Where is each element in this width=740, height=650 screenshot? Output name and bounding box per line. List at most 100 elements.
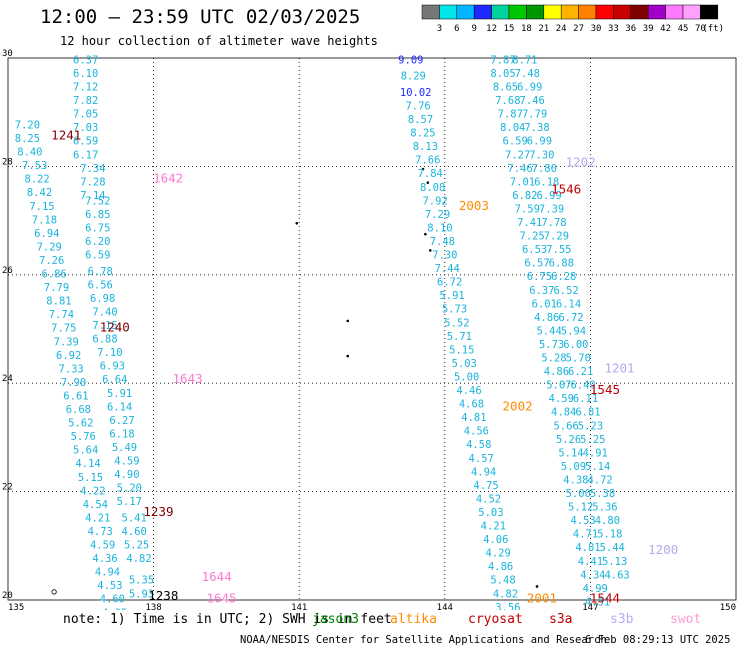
wave-height-label: 9.09 [398,54,423,66]
wave-height-label: 5.93 [129,588,154,600]
wave-height-label: 5.38 [590,488,615,500]
wave-height-label: 5.14 [558,447,583,459]
wave-height-label: 7.30 [432,250,457,262]
map-plot: 135 138 141 144 147 150 30 28 26 24 22 20 6.37 6.10 7.… [2,49,737,610]
colorbar-label: 33 [608,24,619,34]
wave-height-label: 7.03 [73,122,98,134]
wave-height-label: 7.29 [37,241,62,253]
y-tick-label: 26 [2,266,13,276]
pass-time-label: 1643 [173,371,203,386]
wave-height-label: 4.63 [604,569,629,581]
island-marker [535,585,539,588]
pass-time-label: 1200 [648,542,678,557]
wave-height-label: 4.90 [114,469,139,481]
wave-height-label: 4.22 [80,485,105,497]
wave-height-label: 5.36 [592,502,617,514]
wave-height-label: 4.91 [583,447,608,459]
wave-height-label: 7.68 [495,95,520,107]
wave-height-label: 7.82 [73,95,98,107]
wave-height-label: 6.94 [34,228,59,240]
colorbar-label: 27 [573,24,584,34]
wave-height-label: 5.52 [444,317,469,329]
wave-height-label: 7.29 [544,231,569,243]
wave-height-label: 7.87 [498,109,523,121]
wave-height-label: 6.59 [503,136,528,148]
wave-height-label: 6.49 [570,380,595,392]
wave-height-label: 6.18 [534,176,559,188]
wave-height-label: 7.34 [80,163,105,175]
y-tick-label: 28 [2,157,13,167]
wave-height-label: 5.35 [129,575,154,587]
pass-time-label: 1544 [590,591,620,606]
wave-height-label: 6.88 [92,334,117,346]
legend-s3b: s3b [610,612,634,627]
colorbar-label: 9 [471,24,476,34]
wave-height-label: 4.52 [476,493,501,505]
wave-height-label: 7.27 [505,149,530,161]
wave-height-label: 8.08 [420,182,445,194]
legend-cryosat: cryosat [468,612,523,627]
legend-altika: altika [390,612,437,627]
wave-height-label: 7.41 [517,217,542,229]
colorbar-swatch [700,4,719,20]
pass-time-label: 1239 [143,504,173,519]
wave-height-label: 5.13 [602,556,627,568]
wave-height-label: 6.14 [556,298,581,310]
x-tick-label: 147 [582,603,598,610]
wave-height-label: 5.23 [578,420,603,432]
wave-height-label: 4.35 [102,607,127,610]
island-marker [421,167,425,171]
wave-height-label: 7.39 [539,203,564,215]
wave-height-label: 4.72 [587,474,612,486]
wave-height-label: 5.76 [71,431,96,443]
wave-height-label: 6.20 [85,236,110,248]
wave-height-label: 4.84 [551,407,576,419]
wave-height-label: 6.56 [88,279,113,291]
pass-time-label: 1546 [551,182,581,197]
wave-height-label: 7.84 [418,168,443,180]
colorbar-label: 21 [538,24,549,34]
wave-height-label: 4.58 [466,439,491,451]
wave-height-label: 5.73 [442,304,467,316]
wave-height-label: 4.81 [461,412,486,424]
pass-time-label: 2003 [459,198,489,213]
wave-height-label: 7.48 [515,68,540,80]
wave-height-label: 8.05 [490,68,515,80]
wave-height-label: 5.28 [541,353,566,365]
wave-height-label: 5.25 [124,540,149,552]
island-marker [346,319,350,323]
wave-height-label: 8.57 [408,114,433,126]
island-marker [426,181,430,184]
wave-height-label: 8.04 [500,122,525,134]
wave-height-label: 5.70 [566,353,591,365]
wave-height-label: 7.29 [425,209,450,221]
wave-height-label: 7.90 [61,377,86,389]
wave-height-label: 7.39 [54,336,79,348]
wave-height-label: 5.15 [449,344,474,356]
pass-time-label: 2001 [527,591,557,606]
wave-height-label: 8.10 [427,222,452,234]
wave-height-label: 4.81 [575,542,600,554]
wave-height-label: 6.61 [63,390,88,402]
wave-height-label: 6.92 [56,350,81,362]
y-tick-label: 22 [2,483,13,493]
wave-height-label: 4.60 [122,526,147,538]
wave-height-label: 8.13 [413,141,438,153]
wave-height-label: 5.44 [600,542,625,554]
wave-height-label: 5.73 [539,339,564,351]
wave-height-label: 5.48 [490,575,515,587]
wave-height-label: 6.81 [575,407,600,419]
wave-height-label: 7.55 [546,244,571,256]
wave-height-label: 6.57 [524,258,549,270]
wave-height-label: 7.12 [73,82,98,94]
wave-height-label: 6.17 [73,149,98,161]
pass-time-label: 1642 [153,171,183,186]
wave-height-label: 4.29 [486,548,511,560]
plot-frame [7,57,737,601]
wave-height-label: 4.34 [580,569,605,581]
wave-height-label: 8.22 [24,174,49,186]
wave-height-label: 7.87 [490,54,515,66]
wave-height-label: 7.44 [435,263,460,275]
wave-height-label: 7.46 [507,163,532,175]
wave-height-label: 5.03 [478,507,503,519]
